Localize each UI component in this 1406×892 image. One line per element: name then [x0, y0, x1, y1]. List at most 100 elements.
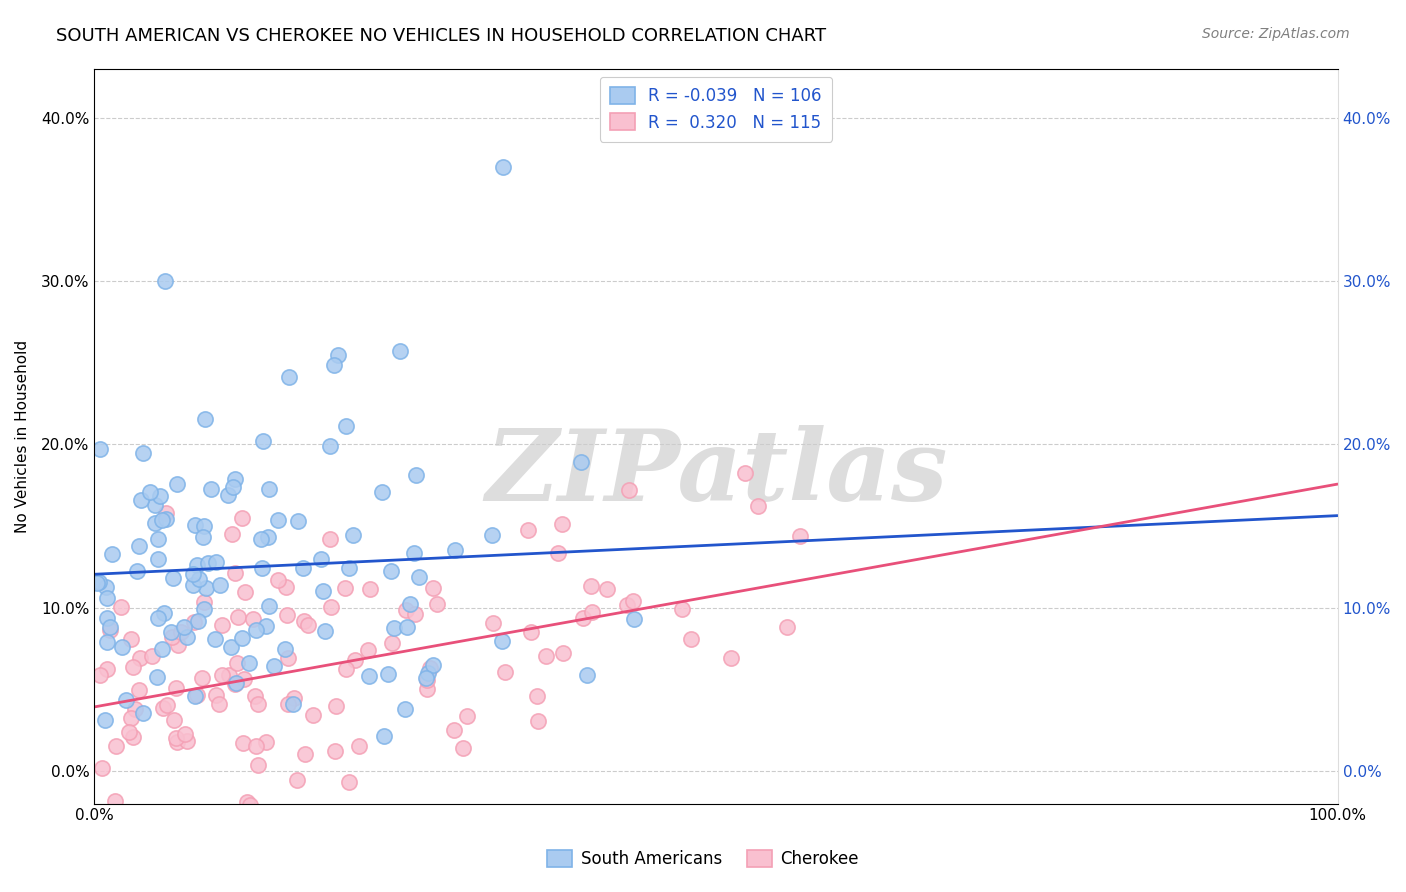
Point: [150, 642, 173, 657]
Y-axis label: No Vehicles in Household: No Vehicles in Household: [15, 340, 30, 533]
Point: [128, 539, 150, 553]
Point: [149, 489, 172, 503]
Point: [266, 513, 288, 527]
Point: [337, 561, 360, 575]
Legend: South Americans, Cherokee: South Americans, Cherokee: [541, 843, 865, 875]
Point: [789, 529, 811, 543]
Point: [245, 739, 267, 754]
Point: [734, 466, 756, 480]
Point: [415, 671, 437, 685]
Point: [176, 733, 198, 747]
Point: [373, 729, 395, 743]
Point: [257, 599, 280, 613]
Point: [162, 571, 184, 585]
Point: [481, 528, 503, 542]
Point: [163, 714, 186, 728]
Point: [146, 611, 169, 625]
Point: [536, 649, 558, 664]
Point: [224, 472, 246, 486]
Point: [335, 662, 357, 676]
Point: [319, 599, 342, 614]
Point: [671, 601, 693, 615]
Point: [377, 667, 399, 681]
Point: [141, 858, 163, 872]
Point: [104, 739, 127, 754]
Point: [283, 690, 305, 705]
Point: [232, 736, 254, 750]
Point: [254, 619, 277, 633]
Point: [110, 599, 132, 614]
Point: [211, 617, 233, 632]
Point: [152, 701, 174, 715]
Point: [146, 532, 169, 546]
Point: [224, 677, 246, 691]
Point: [245, 623, 267, 637]
Point: [617, 483, 640, 497]
Point: [96, 611, 118, 625]
Point: [243, 689, 266, 703]
Point: [337, 775, 360, 789]
Text: SOUTH AMERICAN VS CHEROKEE NO VEHICLES IN HOUSEHOLD CORRELATION CHART: SOUTH AMERICAN VS CHEROKEE NO VEHICLES I…: [56, 27, 827, 45]
Point: [623, 612, 645, 626]
Point: [681, 632, 703, 646]
Point: [122, 731, 145, 745]
Point: [252, 434, 274, 449]
Point: [187, 614, 209, 628]
Point: [439, 808, 461, 822]
Point: [274, 580, 297, 594]
Point: [128, 683, 150, 698]
Point: [242, 612, 264, 626]
Point: [285, 772, 308, 787]
Point: [395, 603, 418, 617]
Point: [173, 620, 195, 634]
Point: [415, 681, 437, 696]
Point: [297, 617, 319, 632]
Legend: R = -0.039   N = 106, R =  0.320   N = 115: R = -0.039 N = 106, R = 0.320 N = 115: [600, 77, 832, 142]
Point: [103, 794, 125, 808]
Point: [263, 659, 285, 673]
Point: [111, 640, 134, 654]
Point: [127, 564, 149, 578]
Point: [246, 757, 269, 772]
Point: [283, 697, 305, 711]
Point: [292, 615, 315, 629]
Point: [141, 648, 163, 663]
Point: [156, 698, 179, 712]
Point: [325, 699, 347, 714]
Point: [205, 555, 228, 569]
Point: [396, 620, 419, 634]
Point: [165, 731, 187, 745]
Point: [132, 446, 155, 460]
Point: [188, 572, 211, 586]
Point: [335, 419, 357, 434]
Point: [287, 514, 309, 528]
Point: [181, 566, 204, 581]
Point: [267, 573, 290, 587]
Point: [138, 484, 160, 499]
Point: [231, 511, 253, 525]
Point: [276, 608, 298, 623]
Point: [166, 735, 188, 749]
Point: [301, 708, 323, 723]
Point: [204, 632, 226, 647]
Point: [325, 744, 347, 758]
Point: [456, 709, 478, 723]
Point: [250, 532, 273, 546]
Point: [120, 711, 142, 725]
Point: [128, 650, 150, 665]
Point: [174, 727, 197, 741]
Point: [98, 619, 121, 633]
Point: [197, 556, 219, 570]
Point: [167, 638, 190, 652]
Point: [87, 574, 110, 589]
Point: [371, 485, 394, 500]
Point: [193, 518, 215, 533]
Point: [89, 668, 111, 682]
Point: [311, 552, 333, 566]
Point: [527, 714, 550, 729]
Point: [277, 697, 299, 711]
Point: [443, 723, 465, 737]
Point: [165, 681, 187, 695]
Point: [517, 523, 540, 537]
Point: [292, 560, 315, 574]
